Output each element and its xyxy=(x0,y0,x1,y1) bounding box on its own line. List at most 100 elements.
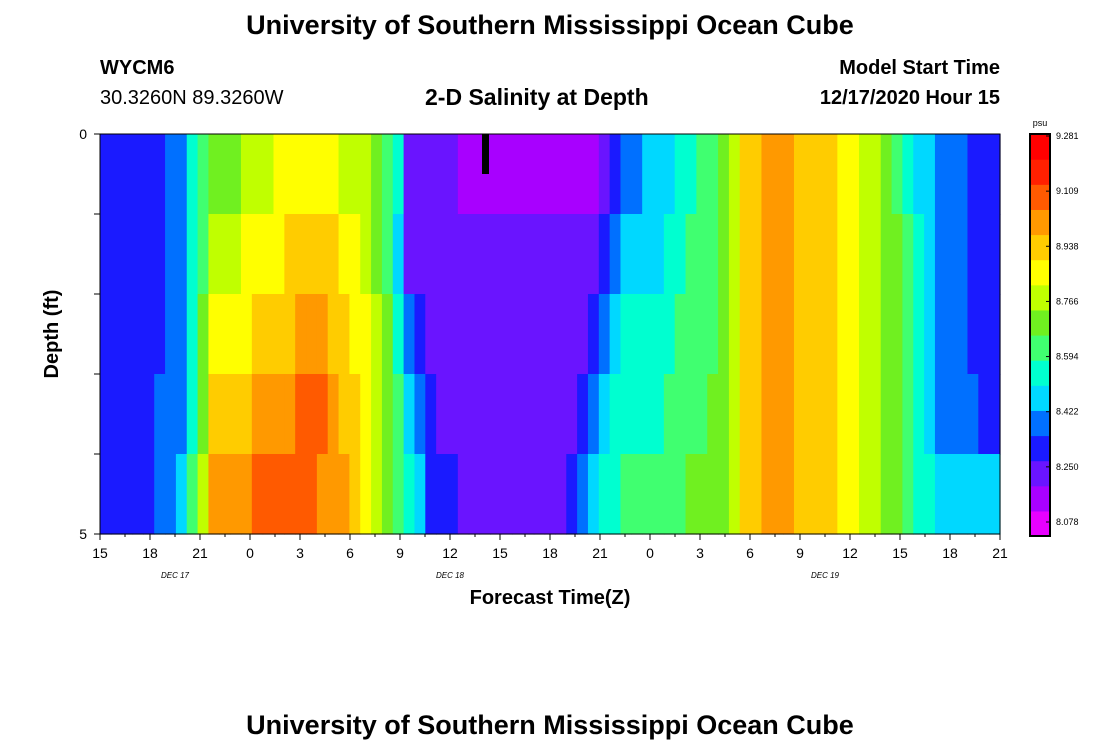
heatmap-cell xyxy=(859,214,871,295)
heatmap-cell xyxy=(316,134,329,215)
heatmap-cell xyxy=(240,294,253,375)
heatmap-cell xyxy=(522,214,535,295)
heatmap-cell xyxy=(707,294,719,375)
heatmap-cell xyxy=(750,214,763,295)
heatmap-cell xyxy=(295,374,307,455)
heatmap-cell xyxy=(165,214,177,295)
heatmap-cell xyxy=(457,374,470,455)
heatmap-cell xyxy=(403,294,416,375)
heatmap-cell xyxy=(848,134,860,215)
heatmap-cell xyxy=(620,134,632,215)
heatmap-cell xyxy=(902,454,914,535)
heatmap-cell xyxy=(642,374,654,455)
x-tick-label: 21 xyxy=(592,545,608,561)
x-tick-label: 6 xyxy=(346,545,354,561)
heatmap-cell xyxy=(848,214,860,295)
heatmap-cell xyxy=(642,294,654,375)
heatmap-cell xyxy=(371,454,383,535)
heatmap-cell xyxy=(674,214,687,295)
heatmap-cell xyxy=(902,294,914,375)
heatmap-cell xyxy=(501,374,513,455)
heatmap-cell xyxy=(598,374,611,455)
heatmap-cell xyxy=(728,134,741,215)
heatmap-cells xyxy=(100,134,1001,535)
heatmap-cell xyxy=(555,214,567,295)
heatmap-cell xyxy=(685,134,697,215)
heatmap-cell xyxy=(468,374,481,455)
heatmap-cell xyxy=(859,134,871,215)
heatmap-cell xyxy=(924,454,936,535)
heatmap-cell xyxy=(121,294,134,375)
page-title-bottom: University of Southern Mississippi Ocean… xyxy=(246,710,854,740)
x-tick-label: 0 xyxy=(646,545,654,561)
heatmap-cell xyxy=(587,294,600,375)
heatmap-cell xyxy=(674,134,687,215)
heatmap-cell xyxy=(967,454,979,535)
heatmap-cell xyxy=(772,374,784,455)
heatmap-cell xyxy=(349,294,361,375)
heatmap-cell xyxy=(685,294,697,375)
x-tick-label: 18 xyxy=(942,545,958,561)
heatmap-cell xyxy=(251,454,264,535)
heatmap-cell xyxy=(154,134,166,215)
heatmap-cell xyxy=(869,134,882,215)
heatmap-cell xyxy=(989,294,1001,375)
heatmap-cell xyxy=(186,214,199,295)
heatmap-cell xyxy=(436,214,448,295)
colorbar-segment xyxy=(1030,460,1050,487)
heatmap-cell xyxy=(132,294,144,375)
heatmap-cell xyxy=(620,294,632,375)
heatmap-cell xyxy=(262,374,275,455)
heatmap-cell xyxy=(371,214,383,295)
heatmap-cell xyxy=(772,214,784,295)
heatmap-cell xyxy=(251,214,264,295)
heatmap-cell xyxy=(262,214,275,295)
heatmap-cell xyxy=(230,294,242,375)
heatmap-cell xyxy=(913,134,925,215)
x-tick-label: 0 xyxy=(246,545,254,561)
heatmap-cell xyxy=(653,374,665,455)
heatmap-cell xyxy=(533,294,546,375)
heatmap-cell xyxy=(414,294,426,375)
heatmap-cell xyxy=(793,294,806,375)
x-tick-label: 9 xyxy=(796,545,804,561)
heatmap-cell xyxy=(750,134,763,215)
heatmap-cell xyxy=(381,214,394,295)
heatmap-cell xyxy=(609,294,622,375)
heatmap-cell xyxy=(425,454,437,535)
heatmap-cell xyxy=(577,294,589,375)
heatmap-cell xyxy=(360,374,372,455)
heatmap-cell xyxy=(598,454,611,535)
heatmap-cell xyxy=(327,454,340,535)
heatmap-cell xyxy=(804,214,817,295)
heatmap-cell xyxy=(631,454,643,535)
heatmap-cell xyxy=(468,454,481,535)
heatmap-cell xyxy=(490,294,502,375)
colorbar-segment xyxy=(1030,510,1050,537)
heatmap-cell xyxy=(512,214,524,295)
heatmap-cell xyxy=(512,294,524,375)
heatmap-cell xyxy=(327,374,340,455)
heatmap-cell xyxy=(598,134,611,215)
heatmap-cell xyxy=(685,454,697,535)
heatmap-cell xyxy=(945,374,958,455)
heatmap-cell xyxy=(273,214,285,295)
heatmap-cell xyxy=(934,454,947,535)
heatmap-cell xyxy=(306,214,318,295)
heatmap-cell xyxy=(826,134,838,215)
x-tick-label: 12 xyxy=(842,545,858,561)
heatmap-cell xyxy=(273,134,285,215)
date-label: DEC 18 xyxy=(436,571,465,580)
heatmap-cell xyxy=(772,454,784,535)
heatmap-cell xyxy=(544,454,557,535)
heatmap-cell xyxy=(468,294,481,375)
heatmap-cell xyxy=(761,454,773,535)
heatmap-cell xyxy=(284,214,296,295)
heatmap-cell xyxy=(544,294,557,375)
heatmap-cell xyxy=(707,134,719,215)
x-tick-label: 12 xyxy=(442,545,458,561)
heatmap-cell xyxy=(132,214,144,295)
model-start-value: 12/17/2020 Hour 15 xyxy=(819,87,1000,109)
heatmap-cell xyxy=(175,454,188,535)
heatmap-cell xyxy=(110,374,123,455)
